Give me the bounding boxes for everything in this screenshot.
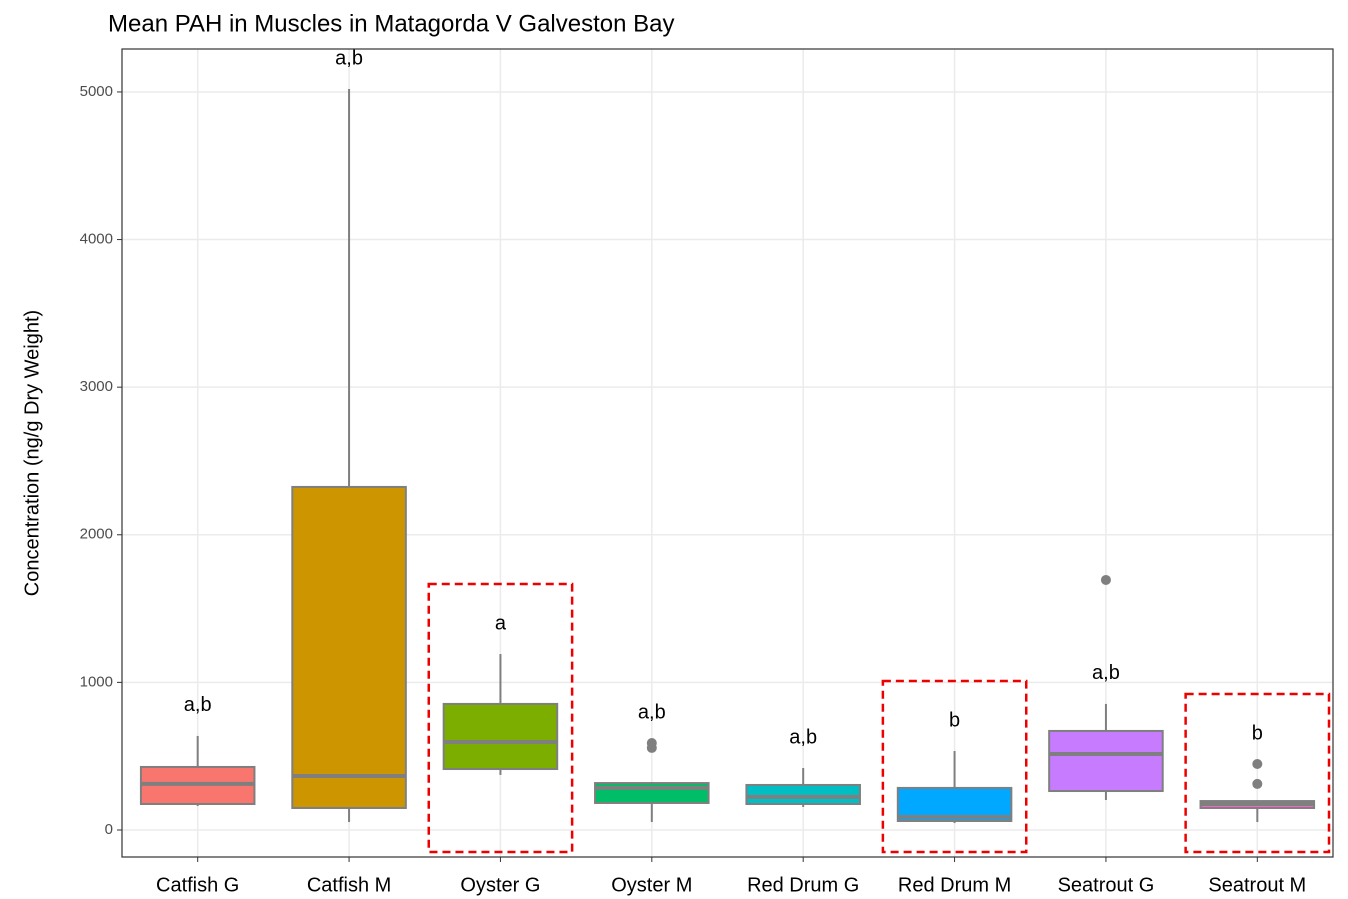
y-axis-label: Concentration (ng/g Dry Weight) (21, 310, 43, 596)
box (442, 702, 559, 771)
x-tick-label: Catfish M (307, 874, 391, 896)
x-tick-label: Seatrout G (1058, 874, 1155, 896)
annotation: b (1252, 722, 1263, 744)
x-tick-label: Red Drum M (898, 874, 1011, 896)
x-tick-label: Red Drum G (747, 874, 859, 896)
annotation: a (495, 612, 507, 634)
box (745, 783, 861, 806)
box (291, 485, 407, 809)
x-tick-label: Oyster G (460, 874, 540, 896)
x-tick-label: Catfish G (156, 874, 239, 896)
annotation: b (949, 709, 960, 731)
y-tick-label: 3000 (80, 378, 113, 395)
highlight-box (427, 582, 574, 854)
highlight-box (1184, 692, 1331, 854)
x-tick-label: Seatrout M (1208, 874, 1306, 896)
y-tick-label: 2000 (80, 526, 113, 543)
plot-border (121, 48, 1334, 858)
annotation: a,b (335, 47, 363, 69)
y-tick-label: 4000 (80, 231, 113, 248)
outlier (1252, 759, 1263, 770)
annotation: a,b (1092, 662, 1120, 684)
outlier (1100, 574, 1111, 585)
x-tick-label: Oyster M (611, 874, 692, 896)
y-tick-label: 1000 (80, 673, 113, 690)
annotation: a,b (789, 726, 817, 748)
highlight-box (881, 679, 1028, 854)
box (1048, 729, 1164, 793)
annotation: a,b (184, 694, 212, 716)
outlier (1252, 778, 1263, 789)
y-tick-label: 0 (105, 821, 113, 838)
chart-title: Mean PAH in Muscles in Matagorda V Galve… (108, 10, 674, 37)
y-tick-label: 5000 (80, 83, 113, 100)
outlier (646, 742, 657, 753)
annotation: a,b (638, 701, 666, 723)
